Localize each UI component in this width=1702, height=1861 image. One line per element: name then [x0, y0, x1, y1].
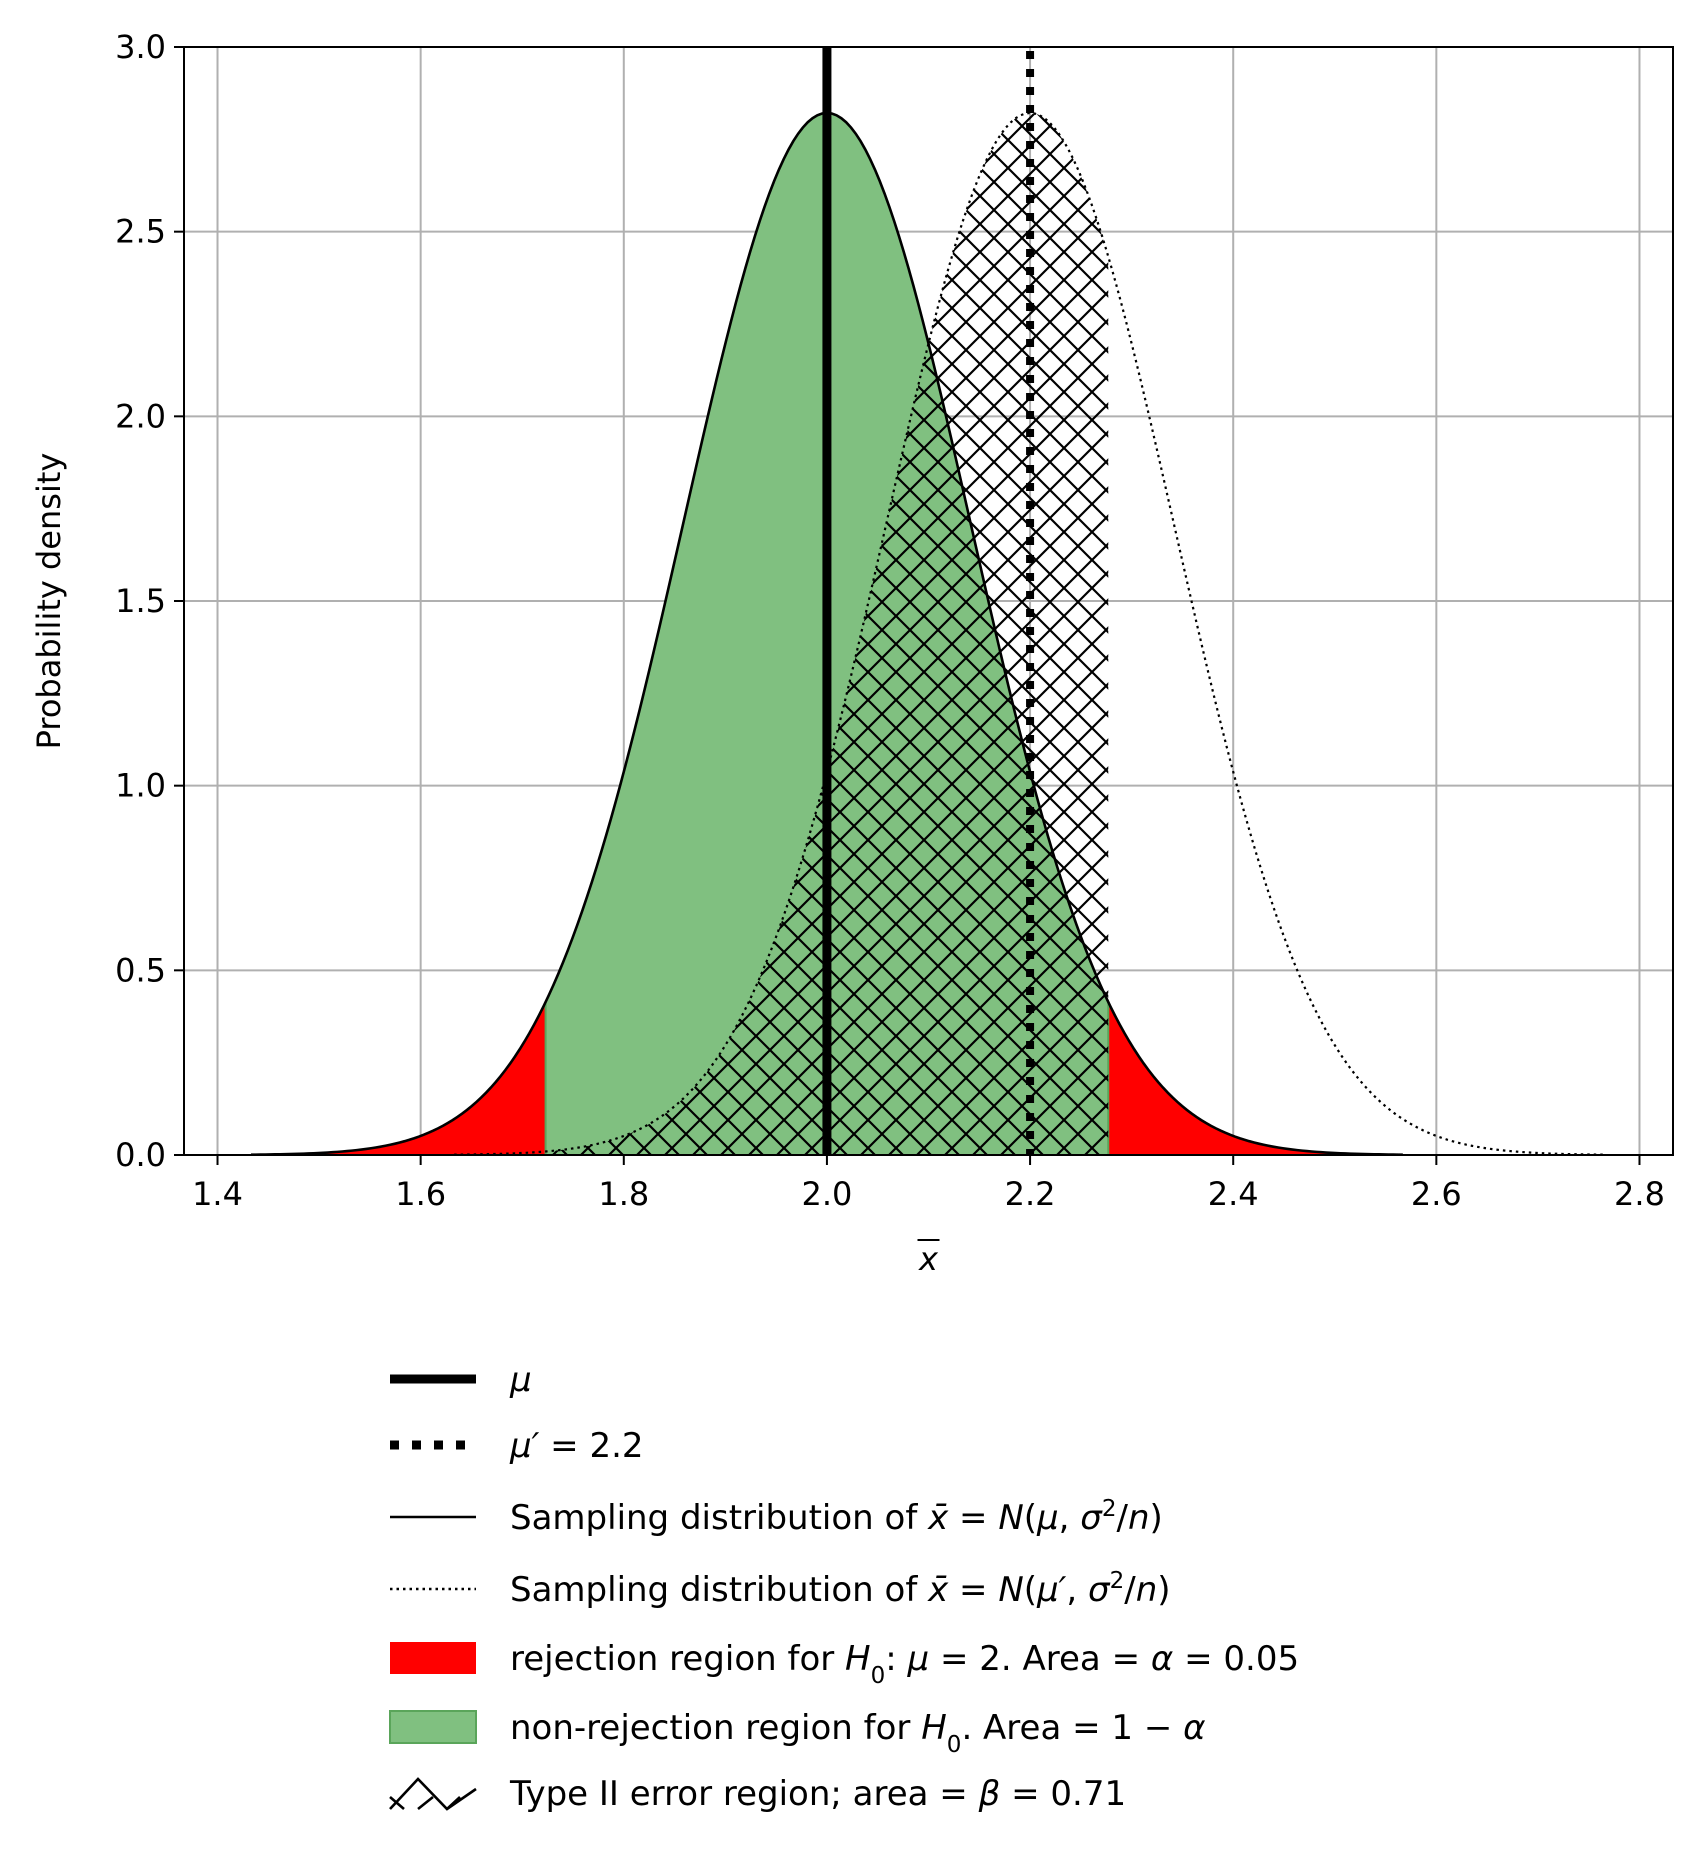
rejection-region-left — [251, 1002, 546, 1155]
legend-handle-type2 — [389, 1777, 477, 1811]
x-tick-label: 2.4 — [1208, 1175, 1259, 1213]
legend-label: non-rejection region for H0. Area = 1 − … — [510, 1708, 1206, 1758]
x-tick-label: 1.4 — [192, 1175, 243, 1213]
x-tick-label: 1.6 — [395, 1175, 446, 1213]
x-tick-label: 2.2 — [1005, 1175, 1056, 1213]
legend-item-mu-prime: μ′ = 2.2 — [390, 1426, 644, 1466]
y-tick-label: 2.0 — [115, 397, 166, 435]
alternative-distribution-curve — [454, 111, 1606, 1156]
mean-lines — [822, 47, 1035, 1155]
y-tick-label: 3.0 — [115, 28, 166, 66]
legend: μ μ′ = 2.2 Sampling distribution of x̄ = N… — [389, 1360, 1299, 1814]
legend-label: μ′ = 2.2 — [509, 1426, 644, 1466]
legend-item-sampling-alt: Sampling distribution of x̄ = N(μ′, σ2/n… — [390, 1568, 1171, 1610]
x-tick-label: 2.6 — [1411, 1175, 1462, 1213]
type2-error-region — [545, 112, 1109, 1156]
legend-label: Sampling distribution of x̄ = N(μ, σ2/n) — [510, 1496, 1163, 1538]
y-tick-label: 1.5 — [115, 582, 166, 620]
legend-item-mu: μ — [390, 1360, 532, 1400]
legend-item-sampling-null: Sampling distribution of x̄ = N(μ, σ2/n) — [390, 1496, 1163, 1538]
y-axis-ticks: 0.0 0.5 1.0 1.5 2.0 2.5 3.0 — [115, 28, 184, 1174]
legend-label: Sampling distribution of x̄ = N(μ′, σ2/n… — [510, 1568, 1171, 1610]
x-tick-label: 2.8 — [1614, 1175, 1665, 1213]
y-tick-label: 0.0 — [115, 1136, 166, 1174]
legend-label: Type II error region; area = β = 0.71 — [509, 1774, 1126, 1814]
x-axis-ticks: 1.4 1.6 1.8 2.0 2.2 2.4 2.6 2.8 — [192, 1155, 1665, 1213]
legend-label: μ — [509, 1360, 532, 1400]
rejection-region-right — [1108, 1002, 1403, 1155]
legend-item-non-rejection: non-rejection region for H0. Area = 1 − … — [389, 1708, 1206, 1758]
legend-item-type2: Type II error region; area = β = 0.71 — [389, 1774, 1126, 1814]
y-tick-label: 1.0 — [115, 767, 166, 805]
legend-handle-non-rejection — [389, 1710, 477, 1744]
x-tick-label: 1.8 — [598, 1175, 649, 1213]
x-axis-label: x — [917, 1239, 940, 1278]
y-tick-label: 2.5 — [115, 213, 166, 251]
legend-label: rejection region for H0: μ = 2. Area = α… — [510, 1639, 1299, 1689]
y-tick-label: 0.5 — [115, 951, 166, 989]
x-axis-label-text: x — [918, 1240, 939, 1278]
legend-handle-rejection — [390, 1642, 476, 1674]
legend-item-rejection: rejection region for H0: μ = 2. Area = α… — [390, 1639, 1299, 1689]
y-axis-label: Probability density — [30, 453, 68, 750]
x-tick-label: 2.0 — [801, 1175, 852, 1213]
